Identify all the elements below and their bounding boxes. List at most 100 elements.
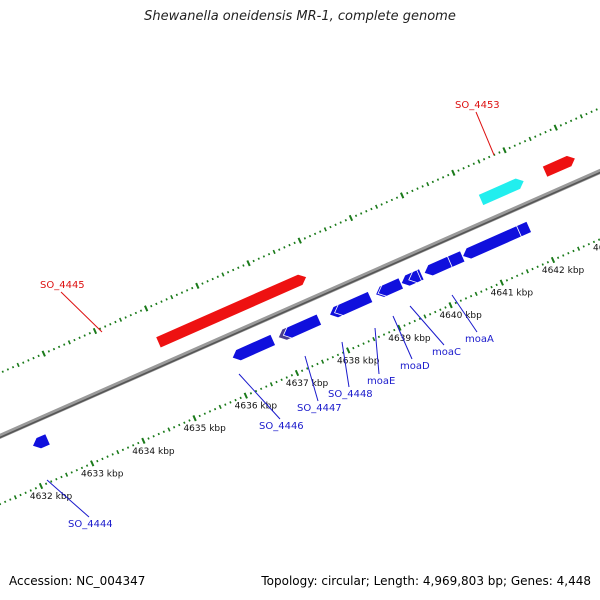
outer-tick — [544, 130, 547, 134]
scale-tick — [172, 426, 176, 429]
outer-tick — [323, 227, 327, 232]
outer-tick — [32, 356, 35, 360]
scale-tick — [469, 294, 473, 298]
outer-tick — [267, 252, 271, 256]
outer-tick — [488, 155, 491, 159]
leader-line-so_4447 — [304, 355, 319, 402]
scale-tick — [38, 482, 44, 490]
scale-tick — [388, 331, 391, 334]
leader-line-moaa — [451, 294, 478, 333]
scale-tick — [55, 477, 58, 481]
scale-tick — [80, 466, 84, 470]
outer-tick — [185, 289, 189, 292]
scale-tick — [454, 301, 457, 305]
scale-tick — [234, 398, 237, 402]
scale-tick — [90, 460, 95, 467]
scale-tick — [192, 415, 197, 422]
topology-summary: Topology: circular; Length: 4,969,803 bp… — [261, 574, 591, 588]
scale-label-4638: 4638 kbp — [337, 356, 380, 366]
outer-tick — [575, 117, 578, 120]
scale-tick — [567, 251, 570, 255]
scale-label-4632: 4632 kbp — [30, 492, 73, 502]
outer-tick — [252, 259, 255, 263]
scale-tick — [243, 392, 248, 399]
scale-label-4634: 4634 kbp — [132, 447, 175, 457]
outer-tick — [421, 185, 424, 188]
scale-tick — [265, 385, 268, 388]
outer-tick — [447, 173, 450, 177]
scale-tick — [280, 378, 283, 382]
scale-tick — [403, 324, 406, 327]
scale-tick — [582, 245, 585, 248]
scale-tick — [275, 380, 278, 384]
scale-tick — [9, 498, 12, 501]
outer-tick — [191, 286, 194, 290]
leader-line-moac — [409, 305, 445, 346]
outer-tick — [144, 305, 149, 312]
outer-tick — [226, 271, 230, 274]
outer-tick — [467, 164, 470, 168]
outer-tick — [370, 207, 373, 211]
outer-tick — [11, 365, 15, 369]
outer-tick — [585, 112, 588, 116]
leader-line-so_4445 — [60, 291, 103, 333]
outer-tick — [508, 146, 511, 150]
scale-tick — [137, 441, 140, 445]
outer-tick — [436, 178, 440, 181]
leader-line-so_4446 — [238, 373, 281, 420]
outer-tick — [502, 147, 507, 154]
outer-tick — [590, 110, 593, 114]
outer-tick — [57, 345, 61, 349]
scale-tick — [224, 403, 227, 406]
scale-tick — [254, 389, 258, 393]
leader-line-moae — [374, 327, 380, 375]
scale-tick — [101, 457, 104, 461]
outer-tick — [83, 334, 86, 337]
outer-tick — [365, 210, 368, 213]
scale-tick — [141, 437, 146, 444]
scale-tick — [152, 435, 155, 438]
gene-label-so_4446: SO_4446 — [259, 421, 304, 432]
scale-tick — [306, 367, 309, 370]
outer-tick — [518, 142, 522, 145]
outer-tick — [195, 282, 200, 289]
outer-tick — [569, 119, 573, 123]
accession-text: Accession: NC_004347 — [9, 574, 146, 588]
scale-tick — [203, 412, 206, 415]
scale-tick — [96, 459, 99, 463]
outer-tick — [303, 237, 306, 240]
scale-tick — [448, 302, 453, 309]
scale-tick — [423, 314, 427, 319]
outer-tick — [237, 266, 240, 269]
scale-tick — [439, 308, 442, 311]
gene-arrow — [477, 177, 525, 207]
leader-line-so_4444 — [46, 479, 90, 518]
outer-tick — [98, 327, 102, 330]
outer-tick — [395, 196, 399, 199]
outer-tick — [313, 232, 317, 236]
outer-tick — [160, 300, 163, 303]
outer-tick — [293, 241, 296, 245]
outer-tick — [390, 198, 394, 202]
scale-tick — [294, 369, 300, 377]
outer-tick — [400, 192, 405, 199]
outer-tick — [175, 293, 178, 297]
scale-label-4643: 4643 kbp — [593, 243, 600, 253]
scale-tick — [229, 401, 232, 404]
outer-tick — [124, 316, 127, 319]
scale-tick — [562, 254, 565, 257]
scale-label-4633: 4633 kbp — [81, 469, 124, 479]
backbone-line — [0, 168, 600, 440]
scale-tick — [85, 464, 89, 467]
outer-tick — [63, 343, 66, 346]
scale-tick — [592, 240, 596, 244]
scale-tick — [70, 471, 73, 474]
gene-label-so_4444: SO_4444 — [68, 519, 113, 530]
scale-tick — [362, 342, 365, 345]
outer-tick — [319, 230, 322, 233]
scale-tick — [65, 472, 69, 477]
gene-label-moae: moaE — [367, 376, 395, 387]
outer-tick — [73, 338, 76, 342]
scale-tick — [382, 333, 386, 336]
